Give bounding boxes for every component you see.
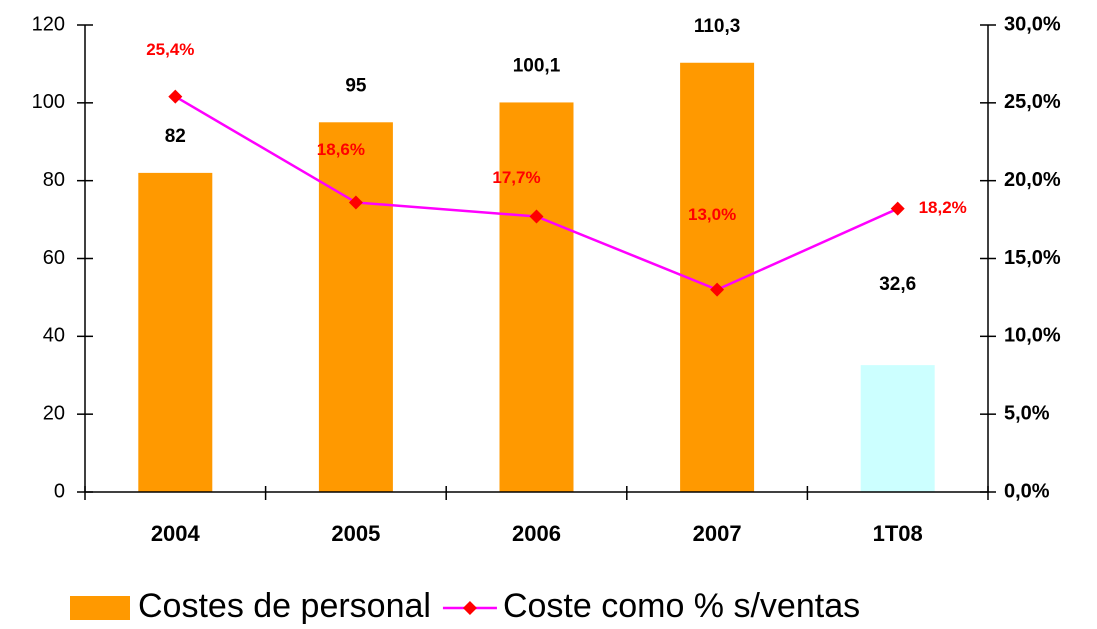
x-tick-label: 2005 <box>331 521 380 546</box>
y2-tick-label: 15,0% <box>1004 247 1061 269</box>
legend-marker <box>462 601 477 615</box>
line-value-label: 25,4% <box>146 40 194 59</box>
line-value-label: 18,2% <box>919 198 967 217</box>
y-tick-label: 100 <box>32 91 65 113</box>
y2-tick-label: 10,0% <box>1004 325 1061 347</box>
y-tick-label: 0 <box>54 480 65 502</box>
line-marker <box>890 201 905 216</box>
x-tick-label: 1T08 <box>873 521 923 546</box>
bar-value-label: 82 <box>165 126 186 147</box>
bar <box>318 122 393 493</box>
y-tick-label: 80 <box>43 169 65 191</box>
y2-tick-label: 5,0% <box>1004 402 1050 424</box>
y2-tick-label: 0,0% <box>1004 480 1050 502</box>
bar-value-label: 110,3 <box>694 16 741 37</box>
x-tick-label: 2006 <box>512 521 561 546</box>
line-marker <box>168 89 183 104</box>
legend-label: Costes de personal <box>138 587 431 625</box>
x-tick-label: 2004 <box>151 521 201 546</box>
bar-value-label: 32,6 <box>879 274 916 295</box>
y-tick-label: 120 <box>32 13 65 35</box>
y-tick-label: 40 <box>43 325 65 347</box>
legend-swatch <box>70 596 130 620</box>
bar <box>860 365 935 492</box>
y-tick-label: 60 <box>43 247 65 269</box>
legend-label: Coste como % s/ventas <box>503 587 860 625</box>
bar <box>499 102 574 493</box>
line-value-label: 13,0% <box>688 205 736 224</box>
line-marker <box>710 282 725 297</box>
bar <box>138 172 213 492</box>
line-marker <box>529 209 544 224</box>
y2-tick-label: 25,0% <box>1004 91 1061 113</box>
y2-tick-label: 30,0% <box>1004 13 1061 35</box>
bar-value-label: 95 <box>345 75 367 96</box>
bar-value-label: 100,1 <box>513 55 561 76</box>
line-value-label: 18,6% <box>317 140 365 159</box>
y2-tick-label: 20,0% <box>1004 169 1061 191</box>
line-marker <box>348 195 363 210</box>
y-tick-label: 20 <box>43 402 65 424</box>
line-value-label: 17,7% <box>492 168 540 187</box>
x-tick-label: 2007 <box>693 521 742 546</box>
